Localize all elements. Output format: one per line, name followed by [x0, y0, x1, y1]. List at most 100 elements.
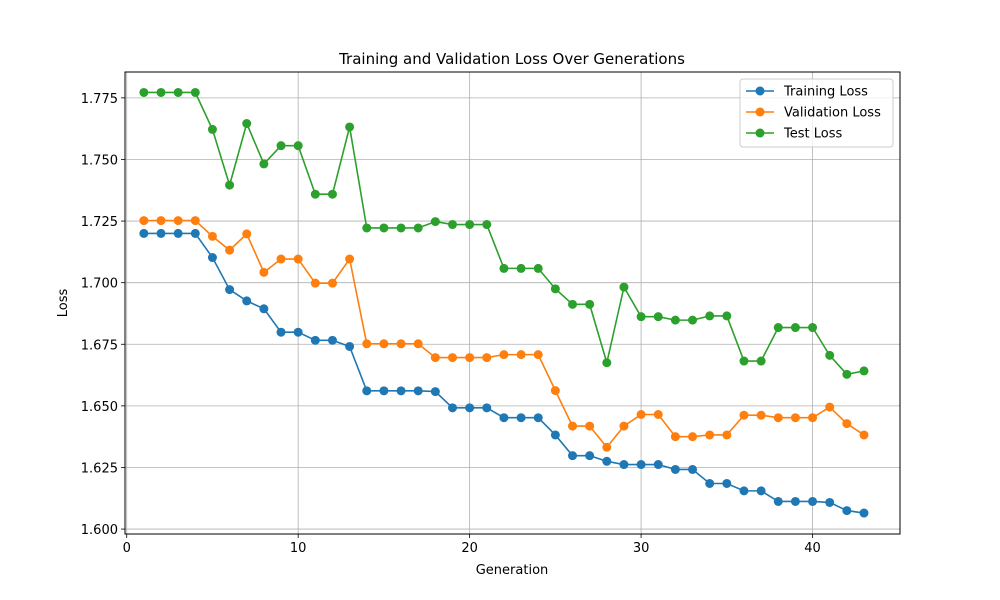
data-point-validation-loss	[705, 430, 715, 440]
data-point-training-loss	[293, 327, 303, 337]
y-tick-label: 1.675	[81, 338, 118, 353]
data-point-validation-loss	[173, 216, 183, 226]
data-point-test-loss	[430, 217, 440, 227]
data-point-validation-loss	[825, 402, 835, 412]
data-point-test-loss	[705, 311, 715, 321]
data-point-test-loss	[756, 356, 766, 366]
data-point-validation-loss	[465, 353, 475, 363]
legend-swatch-marker	[755, 86, 765, 96]
legend-box	[739, 78, 894, 148]
y-axis-title: Loss	[56, 289, 71, 318]
data-point-validation-loss	[396, 339, 406, 349]
data-point-training-loss	[533, 413, 543, 423]
data-point-validation-loss	[842, 419, 852, 429]
data-point-training-loss	[670, 464, 680, 474]
data-point-test-loss	[550, 284, 560, 294]
data-point-test-loss	[533, 263, 543, 273]
data-point-training-loss	[310, 335, 320, 345]
data-point-test-loss	[207, 124, 217, 134]
legend-label: Test Loss	[783, 127, 842, 142]
y-tick-label: 1.750	[81, 153, 118, 168]
data-point-training-loss	[173, 228, 183, 238]
data-point-validation-loss	[225, 245, 235, 255]
legend: Training Loss Validation Loss Test Loss	[739, 78, 894, 148]
data-point-validation-loss	[516, 350, 526, 360]
data-point-validation-loss	[293, 254, 303, 264]
data-point-training-loss	[619, 460, 629, 470]
data-point-test-loss	[670, 315, 680, 325]
data-point-training-loss	[396, 386, 406, 396]
data-point-test-loss	[139, 87, 149, 97]
data-point-training-loss	[859, 508, 869, 518]
data-point-training-loss	[482, 403, 492, 413]
data-point-validation-loss	[413, 339, 423, 349]
data-point-validation-loss	[859, 430, 869, 440]
data-point-validation-loss	[327, 278, 337, 288]
data-point-test-loss	[808, 323, 818, 333]
x-tick-label: 40	[804, 541, 821, 556]
y-tick-label: 1.775	[81, 92, 118, 107]
data-point-validation-loss	[242, 229, 252, 239]
data-point-test-loss	[327, 189, 337, 199]
data-point-training-loss	[465, 403, 475, 413]
x-tick-label: 0	[123, 541, 131, 556]
data-point-validation-loss	[499, 350, 509, 360]
data-point-test-loss	[739, 356, 749, 366]
legend-item-test-loss: Test Loss	[746, 127, 842, 142]
plot-frame	[124, 71, 901, 535]
data-point-training-loss	[276, 327, 286, 337]
data-point-training-loss	[842, 506, 852, 516]
data-point-validation-loss	[207, 231, 217, 241]
data-point-validation-loss	[482, 353, 492, 363]
data-point-validation-loss	[602, 442, 612, 452]
data-point-validation-loss	[447, 353, 457, 363]
data-point-training-loss	[568, 451, 578, 461]
legend-swatch-marker	[755, 107, 765, 117]
axis-ticks: 0 10 20 30 40 1.600 1.625 1.650 1.675 1.700 1.725 1…	[81, 92, 821, 556]
data-point-validation-loss	[156, 216, 166, 226]
data-point-validation-loss	[430, 353, 440, 363]
data-point-training-loss	[602, 456, 612, 466]
data-point-validation-loss	[568, 421, 578, 431]
series-group	[139, 87, 869, 518]
data-point-validation-loss	[790, 413, 800, 423]
data-point-validation-loss	[653, 409, 663, 419]
data-point-training-loss	[756, 486, 766, 496]
data-point-test-loss	[447, 220, 457, 230]
data-point-training-loss	[636, 460, 646, 470]
series-validation-loss	[139, 216, 869, 452]
y-tick-label: 1.600	[81, 523, 118, 538]
data-point-training-loss	[190, 228, 200, 238]
data-point-training-loss	[825, 497, 835, 507]
y-tick-label: 1.650	[81, 400, 118, 415]
data-point-validation-loss	[550, 386, 560, 396]
data-point-test-loss	[362, 223, 372, 233]
data-point-training-loss	[327, 335, 337, 345]
data-point-test-loss	[310, 189, 320, 199]
data-point-test-loss	[173, 87, 183, 97]
data-point-validation-loss	[636, 409, 646, 419]
data-point-training-loss	[550, 430, 560, 440]
data-point-training-loss	[447, 403, 457, 413]
data-point-test-loss	[842, 369, 852, 379]
x-tick-label: 30	[633, 541, 650, 556]
data-point-validation-loss	[139, 216, 149, 226]
data-point-training-loss	[345, 341, 355, 351]
legend-label: Training Loss	[783, 85, 868, 100]
data-point-training-loss	[413, 386, 423, 396]
legend-item-validation-loss: Validation Loss	[746, 106, 881, 121]
data-point-test-loss	[499, 263, 509, 273]
data-point-validation-loss	[619, 421, 629, 431]
data-point-training-loss	[499, 413, 509, 423]
data-point-test-loss	[825, 350, 835, 360]
data-point-test-loss	[413, 223, 423, 233]
data-point-test-loss	[242, 118, 252, 128]
data-point-validation-loss	[739, 410, 749, 420]
data-point-test-loss	[636, 312, 646, 322]
data-point-validation-loss	[379, 339, 389, 349]
data-point-validation-loss	[533, 350, 543, 360]
x-tick-label: 10	[290, 541, 307, 556]
data-point-training-loss	[790, 496, 800, 506]
data-point-test-loss	[259, 159, 269, 169]
data-point-training-loss	[430, 387, 440, 397]
